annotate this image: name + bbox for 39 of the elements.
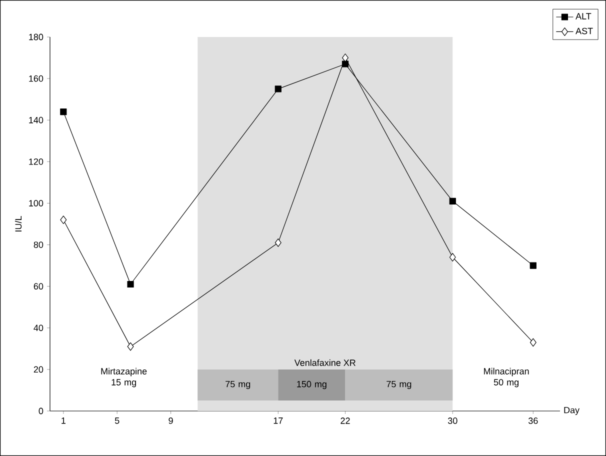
x-tick-label: 1 bbox=[62, 418, 66, 424]
y-tick-label: 140 bbox=[29, 116, 44, 124]
x-tick-label: 36 bbox=[528, 418, 538, 424]
legend-label: AST bbox=[576, 28, 593, 34]
point bbox=[530, 338, 536, 347]
band-label: 150 mg bbox=[297, 380, 326, 390]
x-tick-label: 9 bbox=[168, 418, 173, 424]
annotation: Milnacipran 50 mg bbox=[484, 368, 529, 388]
y-tick-label: 40 bbox=[34, 324, 44, 332]
point bbox=[127, 280, 134, 288]
x-tick-label: 5 bbox=[114, 418, 120, 424]
y-tick-label: 180 bbox=[29, 34, 44, 40]
point bbox=[274, 238, 282, 247]
annotation: Mirtazapine 15 mg bbox=[101, 368, 147, 388]
y-tick-label: 0 bbox=[38, 408, 44, 414]
band-label: 75 mg bbox=[386, 380, 412, 390]
point bbox=[127, 342, 134, 351]
x-tick-label: 17 bbox=[274, 418, 283, 424]
y-tick-label: 160 bbox=[29, 75, 44, 82]
x-tick-label: 22 bbox=[340, 418, 350, 424]
point bbox=[449, 253, 456, 262]
point bbox=[274, 86, 282, 92]
band-label: 75 mg bbox=[226, 380, 250, 390]
y-tick-label: 80 bbox=[34, 242, 44, 248]
y-tick-label: 20 bbox=[34, 366, 44, 373]
point bbox=[449, 198, 456, 204]
y-tick-label: 60 bbox=[34, 283, 44, 290]
point bbox=[60, 108, 67, 116]
band-label: Venlafaxine XR bbox=[294, 359, 356, 366]
x-tick-label: 30 bbox=[448, 418, 458, 424]
point bbox=[342, 60, 349, 68]
point bbox=[530, 262, 536, 269]
x-axis-title: Day bbox=[564, 406, 580, 416]
point bbox=[60, 216, 67, 224]
point bbox=[342, 54, 348, 62]
y-tick-label: 120 bbox=[29, 158, 44, 165]
y-axis-title: IU/L bbox=[14, 216, 22, 232]
y-tick-label: 100 bbox=[29, 200, 44, 206]
legend-label: ALT bbox=[576, 13, 592, 20]
